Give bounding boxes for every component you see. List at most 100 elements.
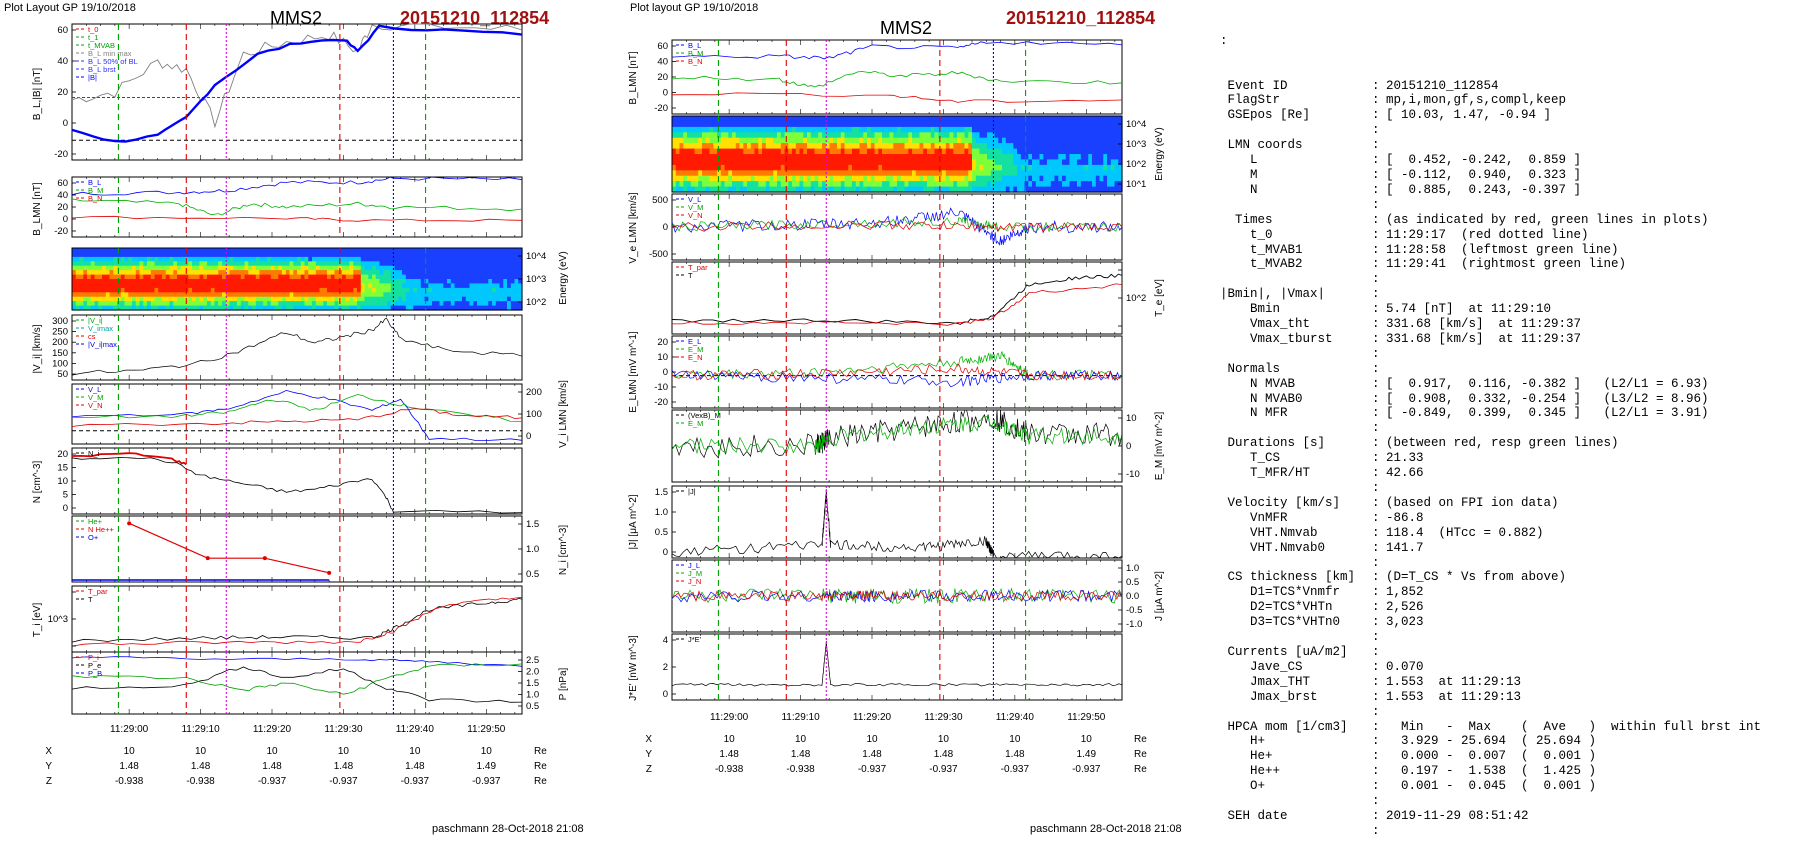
position-value: 1.49 bbox=[1077, 749, 1097, 760]
legend-label: V_N bbox=[688, 211, 703, 220]
legend-label: E_M bbox=[688, 419, 703, 428]
summary-row: t_MVAB2:11:29:41 (rightmost green line) bbox=[1220, 257, 1761, 272]
y-axis-label-right: E_M [mV m^-2] bbox=[1154, 411, 1165, 480]
summary-value: 3,023 bbox=[1386, 615, 1424, 630]
position-value: 10 bbox=[195, 746, 207, 757]
series-pe bbox=[72, 664, 522, 694]
summary-value: (between red, resp green lines) bbox=[1386, 436, 1619, 451]
series-btot bbox=[72, 26, 522, 142]
summary-colon: : bbox=[1372, 556, 1386, 571]
summary-colon: : bbox=[1372, 749, 1386, 764]
position-value: 10 bbox=[938, 734, 950, 745]
panel-frame bbox=[72, 448, 522, 514]
y-tick-label: 1.0 bbox=[655, 507, 668, 518]
summary-value: 118.4 (HTcc = 0.882) bbox=[1386, 526, 1544, 541]
y-tick-label: 0 bbox=[663, 88, 668, 99]
position-value: -0.937 bbox=[929, 764, 958, 775]
panel-frame bbox=[72, 177, 522, 237]
y-tick-label: 20 bbox=[57, 202, 68, 213]
position-value: -0.938 bbox=[715, 764, 744, 775]
y-tick-label: 20 bbox=[657, 72, 668, 83]
summary-colon: : bbox=[1372, 511, 1386, 526]
summary-colon: : bbox=[1372, 108, 1386, 123]
y-tick-label-right: 1.5 bbox=[526, 678, 539, 689]
summary-key: VHT.Nmvab0 bbox=[1220, 541, 1372, 556]
y-tick-label: -20 bbox=[654, 103, 668, 114]
time-tick-label: 11:29:50 bbox=[467, 724, 506, 735]
y-tick-label-right: 200 bbox=[526, 387, 542, 398]
panel-frame bbox=[72, 516, 522, 582]
y-axis-label-right: T_e [eV] bbox=[1154, 279, 1165, 317]
position-value: -0.938 bbox=[786, 764, 815, 775]
y-tick-label-right: 0.5 bbox=[1126, 577, 1139, 588]
time-tick-label: 11:29:30 bbox=[324, 724, 363, 735]
y-tick-label: -20 bbox=[54, 226, 68, 237]
summary-row: N MVAB:[ 0.917, 0.116, -0.382 ] (L2/L1 =… bbox=[1220, 377, 1761, 392]
summary-row: : bbox=[1220, 794, 1761, 809]
summary-colon: : bbox=[1372, 287, 1386, 302]
summary-row: LMN coords: bbox=[1220, 138, 1761, 153]
summary-colon: : bbox=[1372, 272, 1386, 287]
summary-value: -86.8 bbox=[1386, 511, 1424, 526]
summary-colon: : bbox=[1372, 466, 1386, 481]
legend-label: N_i bbox=[88, 449, 100, 458]
panel-frame bbox=[72, 652, 522, 714]
summary-key: SEH date bbox=[1220, 809, 1372, 824]
y-tick-label: 2 bbox=[663, 662, 668, 673]
y-tick-label: 20 bbox=[57, 87, 68, 98]
y-tick-label: 0.5 bbox=[655, 527, 668, 538]
summary-colon: : bbox=[1372, 496, 1386, 511]
summary-colon: : bbox=[1372, 690, 1386, 705]
summary-colon: : bbox=[1372, 451, 1386, 466]
summary-key: D1=TCS*Vnmfr bbox=[1220, 585, 1372, 600]
y-tick-label-right: 10^2 bbox=[526, 297, 546, 308]
series-jn bbox=[672, 591, 1122, 601]
summary-key: Vmax_tburst bbox=[1220, 332, 1372, 347]
summary-row: D3=TCS*VHTn0:3,023 bbox=[1220, 615, 1761, 630]
position-value: 10 bbox=[795, 734, 807, 745]
event-summary: : Event ID:20151210_112854 FlagStr:mp,i,… bbox=[1220, 4, 1761, 854]
summary-value: [ 0.885, 0.243, -0.397 ] bbox=[1386, 183, 1581, 198]
electron-spectrogram bbox=[672, 116, 1123, 193]
panel-frame bbox=[72, 586, 522, 652]
y-tick-label: 0 bbox=[63, 118, 68, 129]
y-tick-label-right: 10^1 bbox=[1126, 179, 1146, 190]
y-tick-label: 250 bbox=[52, 327, 68, 338]
summary-value: [ -0.112, 0.940, 0.323 ] bbox=[1386, 168, 1581, 183]
summary-colon: : bbox=[1372, 600, 1386, 615]
time-tick-label: 11:29:20 bbox=[253, 724, 292, 735]
position-value: 1.48 bbox=[262, 761, 282, 772]
y-axis-label-right: J [μA m^-2] bbox=[1154, 571, 1165, 621]
summary-colon: : bbox=[1372, 570, 1386, 585]
y-axis-label-right: P [nPa] bbox=[558, 667, 569, 700]
legend-label: T bbox=[88, 595, 93, 604]
summary-value: 5.74 [nT] at 11:29:10 bbox=[1386, 302, 1551, 317]
series-te bbox=[672, 274, 1122, 324]
summary-colon: : bbox=[1372, 123, 1386, 138]
summary-key: Jmax_THT bbox=[1220, 675, 1372, 690]
summary-key: Jave_CS bbox=[1220, 660, 1372, 675]
y-tick-label: 0 bbox=[663, 547, 668, 558]
legend-label: O+ bbox=[88, 533, 99, 542]
y-tick-label-right: 2.0 bbox=[526, 667, 539, 678]
summary-colon: : bbox=[1372, 585, 1386, 600]
summary-colon: : bbox=[1372, 377, 1386, 392]
position-value: 10 bbox=[1081, 734, 1093, 745]
time-tick-label: 11:29:30 bbox=[924, 712, 963, 723]
y-axis-label: T_i [eV] bbox=[32, 603, 43, 638]
summary-value: 1,852 bbox=[1386, 585, 1424, 600]
summary-row: |Bmin|, |Vmax|: bbox=[1220, 287, 1761, 302]
y-axis-label: |J| [μA m^-2] bbox=[628, 494, 639, 549]
summary-value: 3.929 - 25.694 ( 25.694 ) bbox=[1386, 734, 1596, 749]
y-tick-label: 20 bbox=[57, 449, 68, 460]
series-jdote bbox=[672, 641, 1122, 686]
summary-colon: : bbox=[1372, 809, 1386, 824]
legend-label: T bbox=[688, 271, 693, 280]
summary-key: H+ bbox=[1220, 734, 1372, 749]
summary-key: Normals bbox=[1220, 362, 1372, 377]
summary-row: Bmin:5.74 [nT] at 11:29:10 bbox=[1220, 302, 1761, 317]
series-vn bbox=[72, 409, 522, 427]
summary-colon: : bbox=[1372, 332, 1386, 347]
summary-key bbox=[1220, 272, 1372, 287]
